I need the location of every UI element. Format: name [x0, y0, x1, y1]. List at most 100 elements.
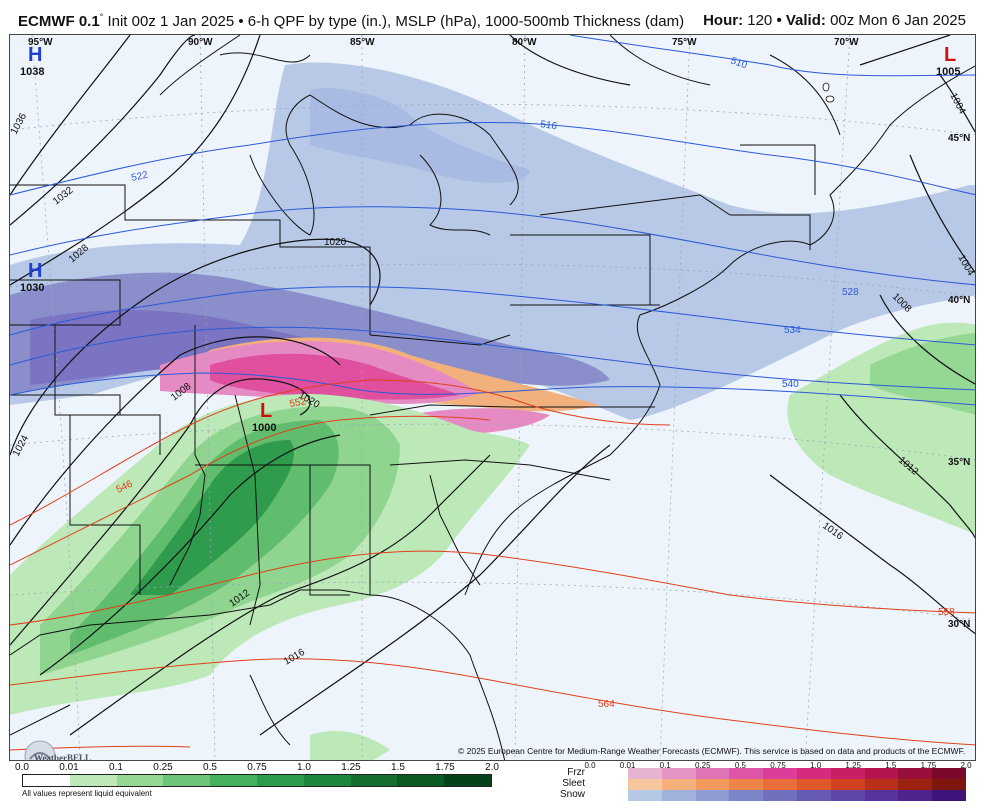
rain-tick-label: 2.0 — [485, 762, 499, 773]
thickness-label: 540 — [782, 379, 799, 390]
weatherbell-logo: WeatherBELL — [24, 737, 106, 760]
init-description: Init 00z 1 Jan 2025 • 6-h QPF by type (i… — [103, 13, 685, 30]
ptype-color-swatch — [763, 779, 797, 790]
thickness-label: 528 — [842, 287, 859, 298]
rain-tick-label: 1.0 — [297, 762, 311, 773]
rain-color-swatch — [116, 775, 164, 786]
ptype-color-swatch — [796, 768, 831, 779]
lat-label: 45°N — [948, 133, 970, 144]
rain-tick-label: 0.1 — [109, 762, 123, 773]
rain-tick-label: 1.75 — [435, 762, 455, 773]
thickness-cold-labels: 510 516 522 528 534 540 — [130, 55, 859, 390]
hour-value: 120 — [747, 12, 773, 29]
lat-label: 30°N — [948, 619, 970, 630]
degree-mark: ° — [99, 12, 104, 22]
rain-color-swatch — [256, 775, 304, 786]
ptype-color-swatch — [661, 768, 696, 779]
lon-label: 95°W — [28, 37, 53, 48]
frzr-color-bar — [628, 768, 966, 779]
liquid-equivalent-note: All values represent liquid equivalent — [22, 789, 152, 798]
ptype-color-swatch — [830, 768, 865, 779]
model-name: ECMWF 0.1 — [18, 13, 100, 30]
ptype-color-swatch — [796, 779, 831, 790]
lat-label: 40°N — [948, 295, 970, 306]
snow-shading — [10, 62, 975, 420]
ptype-color-swatch — [661, 790, 696, 801]
low-pressure-marker: L — [260, 400, 272, 422]
rain-light-region — [310, 730, 390, 760]
ptype-color-swatch — [763, 790, 797, 801]
low-pressure-value: 1000 — [252, 422, 276, 434]
rain-color-swatch — [303, 775, 351, 786]
rain-tick-label: 0.5 — [203, 762, 217, 773]
ptype-tick-label: 1.75 — [920, 761, 937, 770]
thickness-label: 552 — [289, 396, 308, 410]
ptype-tick-label: 0.25 — [695, 761, 711, 770]
lon-label: 75°W — [672, 37, 697, 48]
thickness-label: 522 — [130, 170, 149, 184]
ptype-tick-label: 0.5 — [734, 761, 746, 770]
ptype-color-swatch — [864, 790, 899, 801]
ptype-color-swatch — [932, 768, 966, 779]
ptype-color-swatch — [628, 779, 662, 790]
ptype-color-swatch — [661, 779, 696, 790]
ptype-tick-label: 0.01 — [619, 761, 636, 770]
ptype-color-swatch — [796, 790, 831, 801]
ptype-tick-label: 0.1 — [659, 761, 671, 770]
rain-moderate-region — [870, 333, 975, 415]
forecast-map[interactable]: 95°W 90°W 85°W 80°W 75°W 70°W 45°N 40°N … — [9, 34, 976, 761]
rain-tick-label: 0.25 — [153, 762, 173, 773]
rain-color-swatch — [350, 775, 398, 786]
small-lakes — [822, 82, 835, 103]
isobars — [10, 35, 975, 736]
thickness-label: 558 — [938, 607, 955, 618]
valid-label: Valid: — [785, 12, 826, 29]
ptype-label-frzr: Frzr — [567, 767, 585, 778]
ptype-color-swatch — [898, 790, 933, 801]
ptype-color-swatch — [695, 779, 730, 790]
ptype-label-snow: Snow — [559, 789, 585, 800]
ptype-color-swatch — [695, 768, 730, 779]
ptype-color-swatch — [898, 779, 933, 790]
lon-label: 70°W — [834, 37, 859, 48]
valid-time: Hour: 120 • Valid: 00z Mon 6 Jan 2025 — [703, 12, 966, 29]
valid-value: 00z Mon 6 Jan 2025 — [830, 12, 966, 29]
sleet-color-bar — [628, 779, 966, 790]
ptype-tick-label: 1.25 — [845, 761, 861, 770]
thickness-warm-lines — [10, 379, 975, 751]
ptype-color-swatch — [729, 768, 764, 779]
copyright-notice: © 2025 European Centre for Medium-Range … — [458, 746, 966, 756]
lon-label: 90°W — [188, 37, 213, 48]
high-pressure-marker: H — [28, 44, 42, 66]
thickness-label: 564 — [598, 699, 615, 710]
freezing-rain-heavy-region — [210, 353, 460, 400]
ptype-tick-label: 1.0 — [810, 761, 822, 770]
ptype-color-swatch — [932, 779, 966, 790]
thickness-label: 534 — [784, 325, 801, 336]
ptype-color-swatch — [830, 790, 865, 801]
ptype-color-swatch — [729, 779, 764, 790]
lat-lon-grid — [10, 35, 975, 760]
hour-label: Hour: — [703, 12, 744, 29]
map-title: ECMWF 0.1° Init 00z 1 Jan 2025 • 6-h QPF… — [18, 12, 684, 30]
rain-color-swatch — [210, 775, 257, 786]
ptype-color-swatch — [729, 790, 764, 801]
map-canvas: 95°W 90°W 85°W 80°W 75°W 70°W 45°N 40°N … — [10, 35, 975, 760]
ptype-tick-label: 0.75 — [770, 761, 786, 770]
isobar-label: 1020 — [324, 237, 347, 248]
rain-color-swatch — [23, 775, 70, 786]
ptype-tick-label: 2.0 — [960, 761, 972, 770]
thickness-label: 516 — [540, 119, 558, 132]
logo-graphic: WeatherBELL — [24, 740, 91, 760]
ptype-color-swatch — [695, 790, 730, 801]
political-boundaries — [10, 35, 975, 760]
ptype-color-swatch — [830, 779, 865, 790]
snow-light-region — [310, 88, 530, 183]
ptype-color-swatch — [628, 790, 662, 801]
high-pressure-value: 1038 — [20, 66, 44, 78]
rain-color-swatch — [163, 775, 211, 786]
high-pressure-value: 1030 — [20, 282, 44, 294]
lon-label: 80°W — [512, 37, 537, 48]
high-pressure-marker: H — [28, 260, 42, 282]
grid-labels: 95°W 90°W 85°W 80°W 75°W 70°W 45°N 40°N … — [28, 37, 970, 630]
